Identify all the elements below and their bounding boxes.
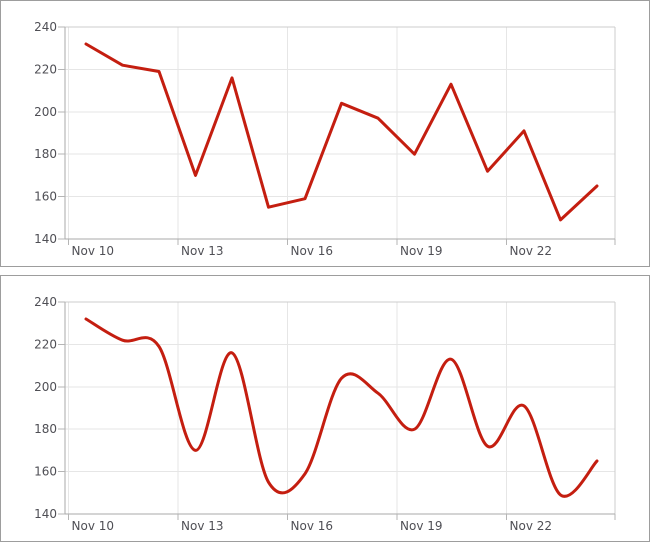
x-axis-label: Nov 22 — [510, 244, 553, 258]
x-axis-label: Nov 13 — [181, 244, 224, 258]
plot-frame — [58, 301, 616, 515]
x-axis-label: Nov 19 — [400, 244, 443, 258]
y-axis-label: 180 — [34, 422, 57, 436]
smoothed-line-chart-panel: 140 160 180 200 220 240 Nov 10 Nov 13 Nov 16 Nov … — [0, 275, 650, 542]
x-axis-label: Nov 19 — [400, 519, 443, 533]
y-axis-label: 140 — [34, 232, 57, 246]
x-axis-label: Nov 22 — [510, 519, 553, 533]
y-axis-label: 240 — [34, 20, 57, 34]
y-axis: 140 160 180 200 220 240 — [34, 295, 65, 521]
y-gridlines — [65, 26, 615, 240]
y-axis-label: 180 — [34, 147, 57, 161]
series-line-series-1 — [84, 317, 599, 498]
x-axis-label: Nov 16 — [291, 244, 334, 258]
y-axis-label: 220 — [34, 62, 57, 76]
plot-frame — [58, 26, 616, 240]
y-axis: 140 160 180 200 220 240 — [34, 20, 65, 246]
series-line-series-1 — [84, 42, 599, 222]
line-chart-panel: 140 160 180 200 220 240 Nov 10 Nov 13 Nov 16 Nov … — [0, 0, 650, 267]
x-gridlines — [68, 302, 507, 514]
x-gridlines — [68, 27, 507, 239]
x-axis-label: Nov 13 — [181, 519, 224, 533]
x-axis-label: Nov 16 — [291, 519, 334, 533]
y-axis-label: 140 — [34, 507, 57, 521]
y-axis-label: 160 — [34, 190, 57, 204]
y-axis-label: 200 — [34, 105, 57, 119]
y-gridlines — [65, 301, 615, 515]
y-axis-label: 220 — [34, 337, 57, 351]
y-axis-label: 240 — [34, 295, 57, 309]
y-axis-label: 200 — [34, 380, 57, 394]
x-axis-label: Nov 10 — [72, 519, 115, 533]
x-axis: Nov 10 Nov 13 Nov 16 Nov 19 Nov 22 — [68, 514, 616, 533]
x-axis-label: Nov 10 — [72, 244, 115, 258]
y-axis-label: 160 — [34, 465, 57, 479]
x-axis: Nov 10 Nov 13 Nov 16 Nov 19 Nov 22 — [68, 239, 616, 258]
